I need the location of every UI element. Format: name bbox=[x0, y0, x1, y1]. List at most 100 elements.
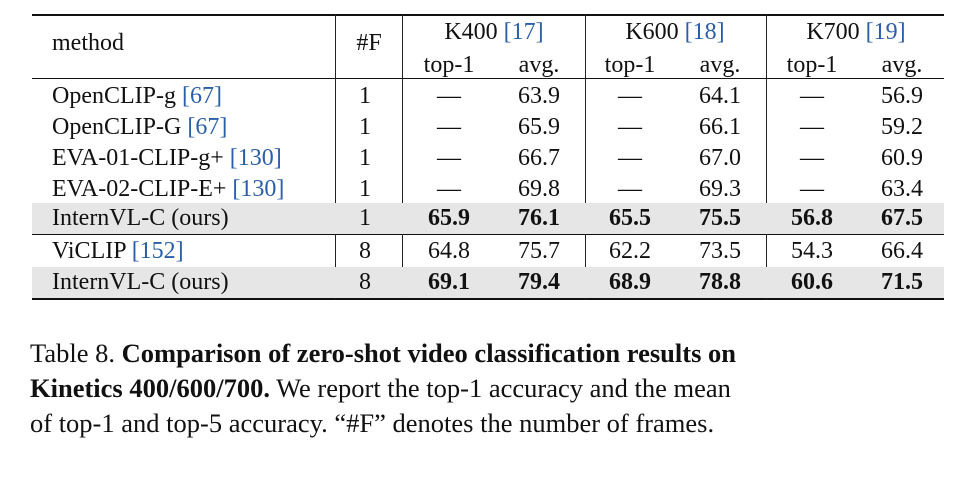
subheader-avg: avg. bbox=[699, 52, 741, 78]
table-row: OpenCLIP-g [67] 1 — 63.9 — 64.1 — 56.9 bbox=[32, 81, 944, 112]
table-row: EVA-02-CLIP-E+ [130] 1 — 69.8 — 69.3 — 63.4 bbox=[32, 174, 944, 205]
avg-cell: 65.9 bbox=[518, 114, 560, 140]
method-name: OpenCLIP-g bbox=[52, 83, 176, 109]
avg-cell: 71.5 bbox=[881, 269, 923, 295]
frames-cell: 1 bbox=[359, 145, 371, 171]
citation-link[interactable]: [17] bbox=[503, 19, 544, 45]
avg-cell: 66.1 bbox=[699, 114, 741, 140]
avg-cell: 56.9 bbox=[881, 83, 923, 109]
header-frames: #F bbox=[356, 30, 382, 56]
citation-link[interactable]: [67] bbox=[187, 114, 228, 140]
top1-cell: — bbox=[437, 145, 461, 171]
top1-cell: — bbox=[800, 114, 824, 140]
header-rule bbox=[32, 78, 944, 80]
top1-cell: 62.2 bbox=[609, 238, 651, 264]
table-row: InternVL-C (ours) 1 65.9 76.1 65.5 75.5 56.8 67… bbox=[32, 203, 944, 234]
caption-text: We report the top-1 accuracy and the mea… bbox=[276, 373, 731, 403]
table-row: EVA-01-CLIP-g+ [130] 1 — 66.7 — 67.0 — 60.9 bbox=[32, 143, 944, 174]
top1-cell: 68.9 bbox=[609, 269, 651, 295]
method-name: EVA-02-CLIP-E+ bbox=[52, 176, 227, 202]
caption-line: of top-1 and top-5 accuracy. “#F” denote… bbox=[30, 406, 950, 441]
method-cell: OpenCLIP-g [67] bbox=[52, 81, 222, 112]
method-cell: OpenCLIP-G [67] bbox=[52, 112, 227, 143]
avg-cell: 67.5 bbox=[881, 205, 923, 231]
method-name: InternVL-C (ours) bbox=[52, 269, 229, 295]
avg-cell: 75.7 bbox=[518, 238, 560, 264]
method-name: EVA-01-CLIP-g+ bbox=[52, 145, 224, 171]
top1-cell: — bbox=[437, 114, 461, 140]
avg-cell: 73.5 bbox=[699, 238, 741, 264]
col-rule bbox=[335, 14, 337, 299]
frames-cell: 8 bbox=[359, 238, 371, 264]
avg-cell: 63.4 bbox=[881, 176, 923, 202]
avg-cell: 79.4 bbox=[518, 269, 560, 295]
avg-cell: 60.9 bbox=[881, 145, 923, 171]
top-rule bbox=[32, 14, 944, 16]
table-caption: Table 8. Comparison of zero-shot video c… bbox=[30, 336, 950, 441]
top1-cell: 56.8 bbox=[791, 205, 833, 231]
method-name: InternVL-C (ours) bbox=[52, 205, 229, 231]
table-row: ViCLIP [152] 8 64.8 75.7 62.2 73.5 54.3 66.4 bbox=[32, 236, 944, 267]
method-cell: InternVL-C (ours) bbox=[52, 267, 229, 298]
citation-link[interactable]: [19] bbox=[865, 19, 906, 45]
avg-cell: 78.8 bbox=[699, 269, 741, 295]
subheader-top1: top-1 bbox=[604, 52, 656, 78]
col-rule bbox=[402, 14, 404, 299]
avg-cell: 69.8 bbox=[518, 176, 560, 202]
col-rule bbox=[585, 14, 587, 299]
top1-cell: — bbox=[800, 176, 824, 202]
top1-cell: — bbox=[437, 83, 461, 109]
header-method: method bbox=[52, 30, 124, 56]
top1-cell: — bbox=[618, 176, 642, 202]
method-cell: InternVL-C (ours) bbox=[52, 203, 229, 234]
frames-cell: 1 bbox=[359, 114, 371, 140]
top1-cell: — bbox=[800, 145, 824, 171]
top1-cell: — bbox=[618, 83, 642, 109]
frames-cell: 1 bbox=[359, 205, 371, 231]
top1-cell: — bbox=[618, 145, 642, 171]
avg-cell: 67.0 bbox=[699, 145, 741, 171]
mid-rule bbox=[32, 234, 944, 236]
top1-cell: 69.1 bbox=[428, 269, 470, 295]
top1-cell: — bbox=[437, 176, 461, 202]
avg-cell: 63.9 bbox=[518, 83, 560, 109]
table-row: InternVL-C (ours) 8 69.1 79.4 68.9 78.8 60.6 71… bbox=[32, 267, 944, 298]
method-cell: EVA-02-CLIP-E+ [130] bbox=[52, 174, 284, 205]
caption-label: Table 8. bbox=[30, 338, 115, 368]
avg-cell: 66.4 bbox=[881, 238, 923, 264]
table-row: OpenCLIP-G [67] 1 — 65.9 — 66.1 — 59.2 bbox=[32, 112, 944, 143]
avg-cell: 66.7 bbox=[518, 145, 560, 171]
method-name: OpenCLIP-G bbox=[52, 114, 182, 140]
citation-link[interactable]: [18] bbox=[684, 19, 725, 45]
caption-text: of top-1 and top-5 accuracy. “#F” denote… bbox=[30, 408, 715, 438]
caption-line: Table 8. Comparison of zero-shot video c… bbox=[30, 336, 950, 371]
citation-link[interactable]: [152] bbox=[131, 238, 184, 264]
frames-cell: 1 bbox=[359, 176, 371, 202]
caption-title: Kinetics 400/600/700. bbox=[30, 373, 270, 403]
header-group-k600: K600 [18] bbox=[585, 17, 765, 47]
bottom-rule bbox=[32, 298, 944, 300]
avg-cell: 76.1 bbox=[518, 205, 560, 231]
group-name: K600 bbox=[625, 19, 679, 45]
top1-cell: — bbox=[800, 83, 824, 109]
frames-cell: 1 bbox=[359, 83, 371, 109]
subheader-avg: avg. bbox=[518, 52, 560, 78]
col-rule bbox=[766, 14, 768, 299]
method-name: ViCLIP bbox=[52, 238, 126, 264]
caption-line: Kinetics 400/600/700. We report the top-… bbox=[30, 371, 950, 406]
top1-cell: 64.8 bbox=[428, 238, 470, 264]
citation-link[interactable]: [67] bbox=[181, 83, 222, 109]
method-cell: EVA-01-CLIP-g+ [130] bbox=[52, 143, 282, 174]
top1-cell: 60.6 bbox=[791, 269, 833, 295]
caption-title: Comparison of zero-shot video classifica… bbox=[121, 338, 737, 368]
citation-link[interactable]: [130] bbox=[229, 145, 282, 171]
top1-cell: 54.3 bbox=[791, 238, 833, 264]
avg-cell: 64.1 bbox=[699, 83, 741, 109]
subheader-top1: top-1 bbox=[786, 52, 838, 78]
top1-cell: 65.9 bbox=[428, 205, 470, 231]
method-cell: ViCLIP [152] bbox=[52, 236, 184, 267]
citation-link[interactable]: [130] bbox=[232, 176, 285, 202]
avg-cell: 75.5 bbox=[699, 205, 741, 231]
subheader-top1: top-1 bbox=[423, 52, 475, 78]
group-name: K700 bbox=[806, 19, 860, 45]
